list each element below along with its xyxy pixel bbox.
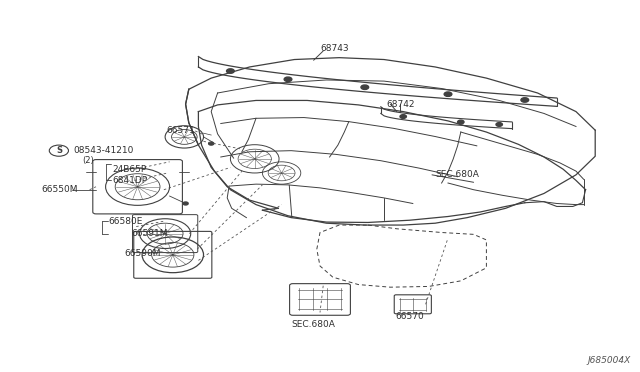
Text: 08543-41210: 08543-41210 — [74, 146, 134, 155]
Text: 68743: 68743 — [320, 44, 349, 53]
Text: 66580E: 66580E — [109, 217, 143, 226]
Circle shape — [444, 92, 452, 96]
Circle shape — [521, 98, 529, 102]
Text: 66570: 66570 — [395, 312, 424, 321]
Circle shape — [183, 202, 188, 205]
Text: 24B65P: 24B65P — [112, 165, 147, 174]
Circle shape — [496, 123, 502, 126]
Text: S: S — [56, 146, 62, 155]
Text: SEC.680A: SEC.680A — [291, 320, 335, 329]
Circle shape — [284, 77, 292, 81]
Text: 66571: 66571 — [166, 126, 195, 135]
Text: SEC.680A: SEC.680A — [435, 170, 479, 179]
Circle shape — [361, 85, 369, 90]
Text: 66590M: 66590M — [125, 249, 161, 258]
Text: (2): (2) — [82, 156, 93, 165]
Circle shape — [227, 69, 234, 73]
Text: 6841DP: 6841DP — [112, 176, 147, 185]
Circle shape — [209, 142, 214, 145]
Text: J685004X: J685004X — [587, 356, 630, 365]
Circle shape — [458, 120, 464, 124]
Text: 68742: 68742 — [386, 100, 415, 109]
Text: 66550M: 66550M — [42, 185, 78, 194]
Circle shape — [400, 115, 406, 118]
Text: 66591M: 66591M — [131, 229, 168, 238]
